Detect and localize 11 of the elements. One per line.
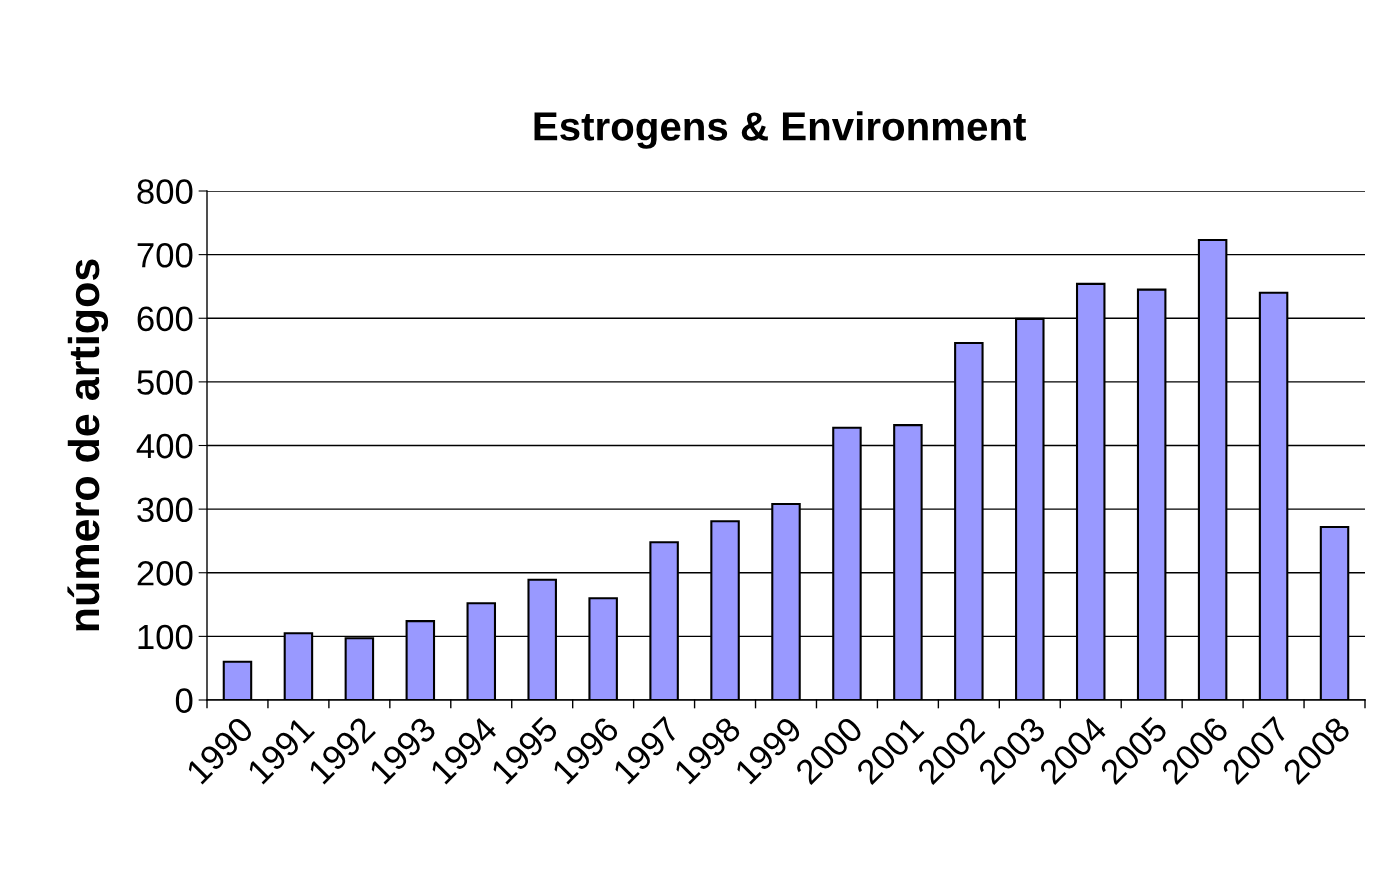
- y-tick-label: 200: [137, 561, 193, 586]
- y-tick-label: 0: [175, 688, 193, 713]
- y-tick-label: 800: [137, 179, 193, 204]
- y-axis-title: número de artigos: [67, 259, 109, 631]
- y-tick-label: 700: [137, 242, 193, 268]
- y-tick-label: 300: [137, 497, 193, 523]
- y-tick-label: 500: [137, 370, 193, 395]
- y-tick-label: 100: [138, 624, 193, 650]
- chart-title: Estrogens & Environment: [534, 111, 1026, 149]
- y-tick-label: 600: [137, 306, 193, 332]
- y-tick-label: 400: [136, 433, 193, 459]
